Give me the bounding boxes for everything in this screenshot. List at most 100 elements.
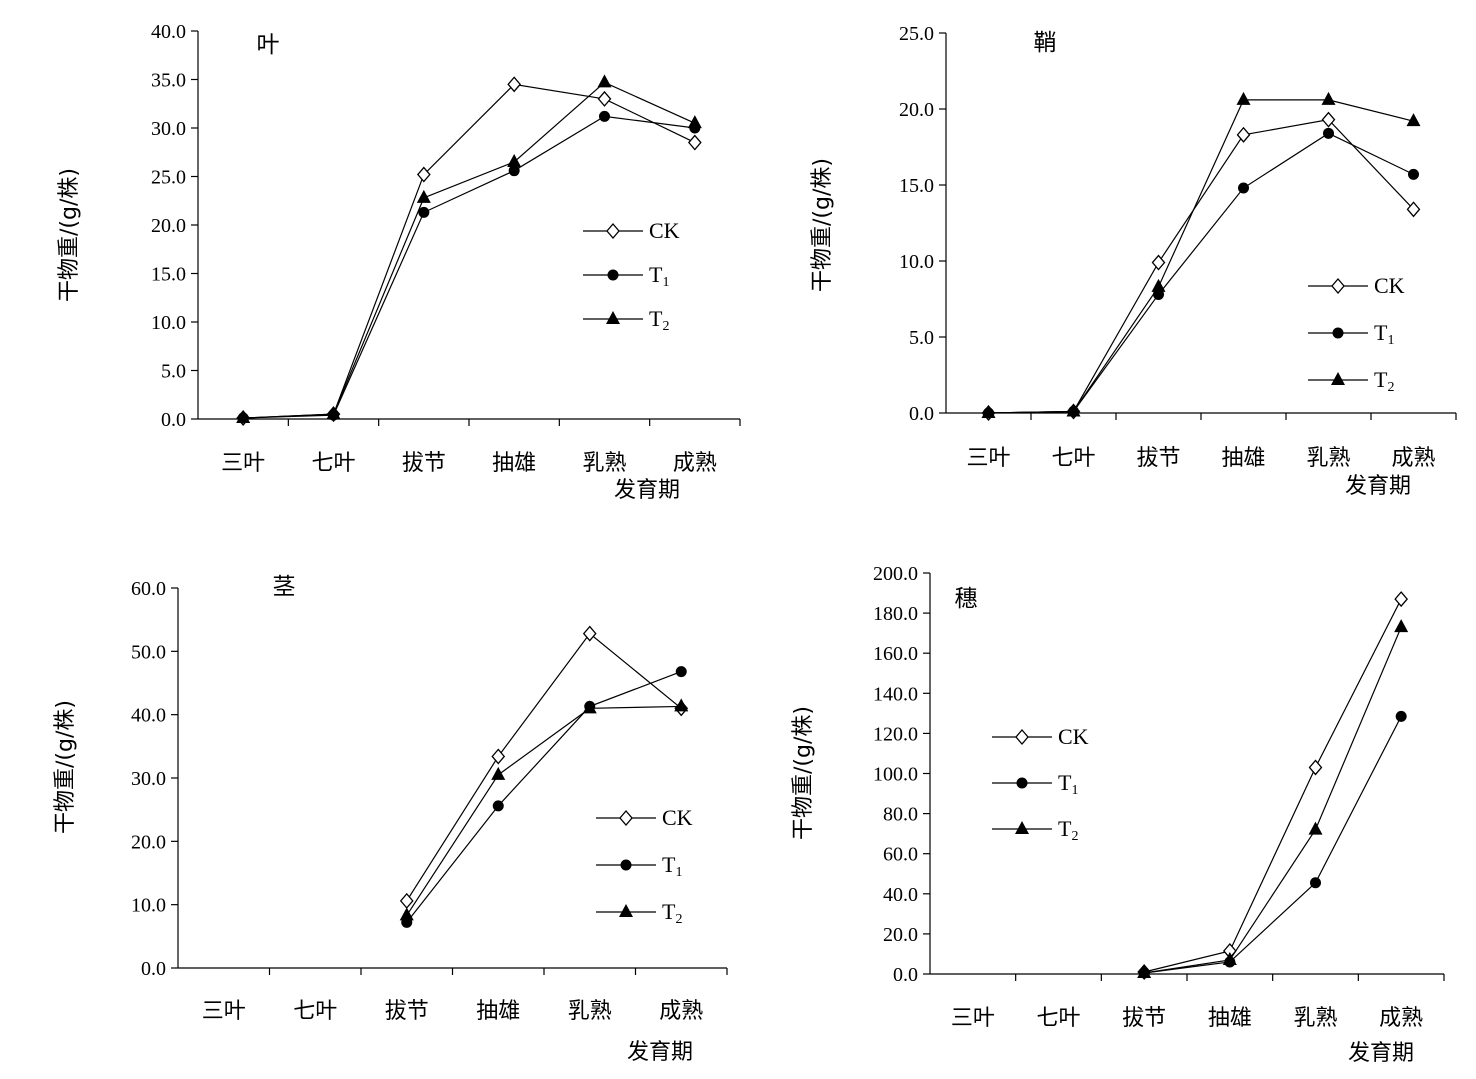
category-label: 乳熟 [582,451,626,476]
y-tick-label: 40.0 [151,21,186,43]
legend-marker [606,223,620,239]
legend-item-ck: CK [1308,273,1405,298]
y-tick-label: 50.0 [131,641,166,663]
panel-title: 茎 [273,574,296,600]
legend-marker [619,904,633,917]
y-tick-label: 120.0 [873,723,918,745]
data-point-ck [1151,254,1166,271]
y-tick-label: 0.0 [141,958,166,980]
legend-label: CK [649,218,680,243]
y-axis-title: 干物重/(g/株) [53,700,78,834]
category-label: 抽雄 [476,999,520,1024]
y-tick-label: 15.0 [151,264,186,286]
y-tick-label: 5.0 [161,361,186,383]
category-label: 七叶 [293,999,337,1024]
data-point-t2 [236,410,251,424]
category-label: 成熟 [659,999,703,1024]
legend-label: T1 [649,262,669,290]
series-line-t2 [1144,626,1402,974]
data-point-t2 [1308,821,1323,835]
y-tick-label: 10.0 [899,251,934,273]
legend-label: CK [662,805,693,830]
data-point-ck [399,892,414,909]
series-line-t1 [1144,716,1402,974]
data-point-t1 [675,666,687,678]
data-point-t1 [1323,127,1334,139]
category-label: 拔节 [1136,446,1180,471]
category-label: 七叶 [1036,1006,1080,1031]
legend-marker [1015,729,1029,745]
category-label: 三叶 [221,451,265,476]
y-tick-label: 20.0 [131,831,166,853]
y-tick-label: 140.0 [873,683,918,705]
category-label: 乳熟 [1293,1006,1337,1031]
legend-item-t2: T2 [1308,367,1394,395]
legend-marker [619,810,633,826]
y-tick-label: 0.0 [893,964,918,986]
data-point-ck [1236,126,1251,143]
legend-marker [1015,821,1029,834]
legend-item-t1: T1 [992,770,1078,798]
y-axis-title: 干物重/(g/株) [791,706,816,840]
data-point-t1 [1395,710,1407,722]
legend-item-t1: T1 [583,262,669,290]
panel-title: 鞘 [1034,30,1057,56]
y-tick-label: 25.0 [899,23,934,45]
data-point-ck [491,748,506,765]
ear-dry-weight-chart: 0.0 20.0 40.0 60.0 80.0 100.0 120.0 140.0 160.0 1… [791,563,1445,1066]
data-point-t2 [674,698,689,712]
legend-label: T1 [662,852,682,880]
y-axis-title: 干物重/(g/株) [810,158,835,292]
data-point-ck [1308,759,1323,776]
data-point-ck [1406,201,1421,218]
panel-title: 叶 [257,32,280,58]
legend-label: CK [1374,273,1405,298]
legend-label: T1 [1374,320,1394,348]
y-tick-label: 40.0 [883,884,918,906]
series-line-t2 [988,99,1414,414]
legend-marker [1332,327,1344,339]
data-point-t2 [597,74,612,88]
data-point-t2 [687,115,702,129]
category-label: 抽雄 [1208,1006,1252,1031]
legend-label: CK [1058,724,1089,749]
data-point-t2 [491,766,506,780]
legend-marker [1016,777,1028,789]
data-point-ck [1321,111,1336,128]
legend-item-t2: T2 [596,899,682,927]
y-tick-label: 20.0 [899,99,934,121]
category-label: 七叶 [311,451,355,476]
series-line-ck [1144,598,1402,973]
y-tick-label: 0.0 [161,409,186,431]
category-label: 三叶 [202,999,246,1024]
y-tick-label: 30.0 [151,118,186,140]
series-line-ck [243,83,696,419]
data-point-t1 [1238,182,1249,194]
data-point-t1 [508,165,520,177]
data-point-t1 [599,110,610,122]
data-point-t2 [1321,91,1336,105]
data-point-t2 [416,189,431,203]
category-label: 七叶 [1051,446,1095,471]
category-label: 三叶 [951,1006,995,1031]
category-label: 成熟 [1391,446,1435,471]
data-point-t1 [492,800,504,812]
y-tick-label: 0.0 [909,403,934,425]
legend-item-ck: CK [992,724,1089,749]
data-point-ck [687,134,702,151]
category-label: 乳熟 [1306,446,1350,471]
y-tick-label: 200.0 [873,563,918,585]
y-tick-label: 100.0 [873,764,918,786]
y-tick-label: 40.0 [131,705,166,727]
y-tick-label: 10.0 [131,895,166,917]
data-point-t2 [582,700,597,714]
legend-marker [606,311,620,324]
category-label: 乳熟 [568,999,612,1024]
legend-marker [1331,372,1345,385]
category-label: 抽雄 [1221,446,1265,471]
data-point-t2 [1222,951,1237,965]
data-point-t2 [507,153,522,167]
y-tick-label: 60.0 [883,844,918,866]
